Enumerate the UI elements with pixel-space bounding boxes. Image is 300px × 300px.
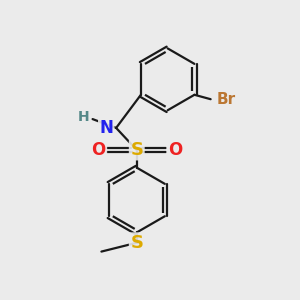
Text: H: H [78,110,90,124]
Text: O: O [168,141,182,159]
Text: S: S [130,141,143,159]
Text: N: N [99,119,113,137]
Text: O: O [92,141,106,159]
Text: Br: Br [217,92,236,107]
Text: S: S [130,234,143,252]
